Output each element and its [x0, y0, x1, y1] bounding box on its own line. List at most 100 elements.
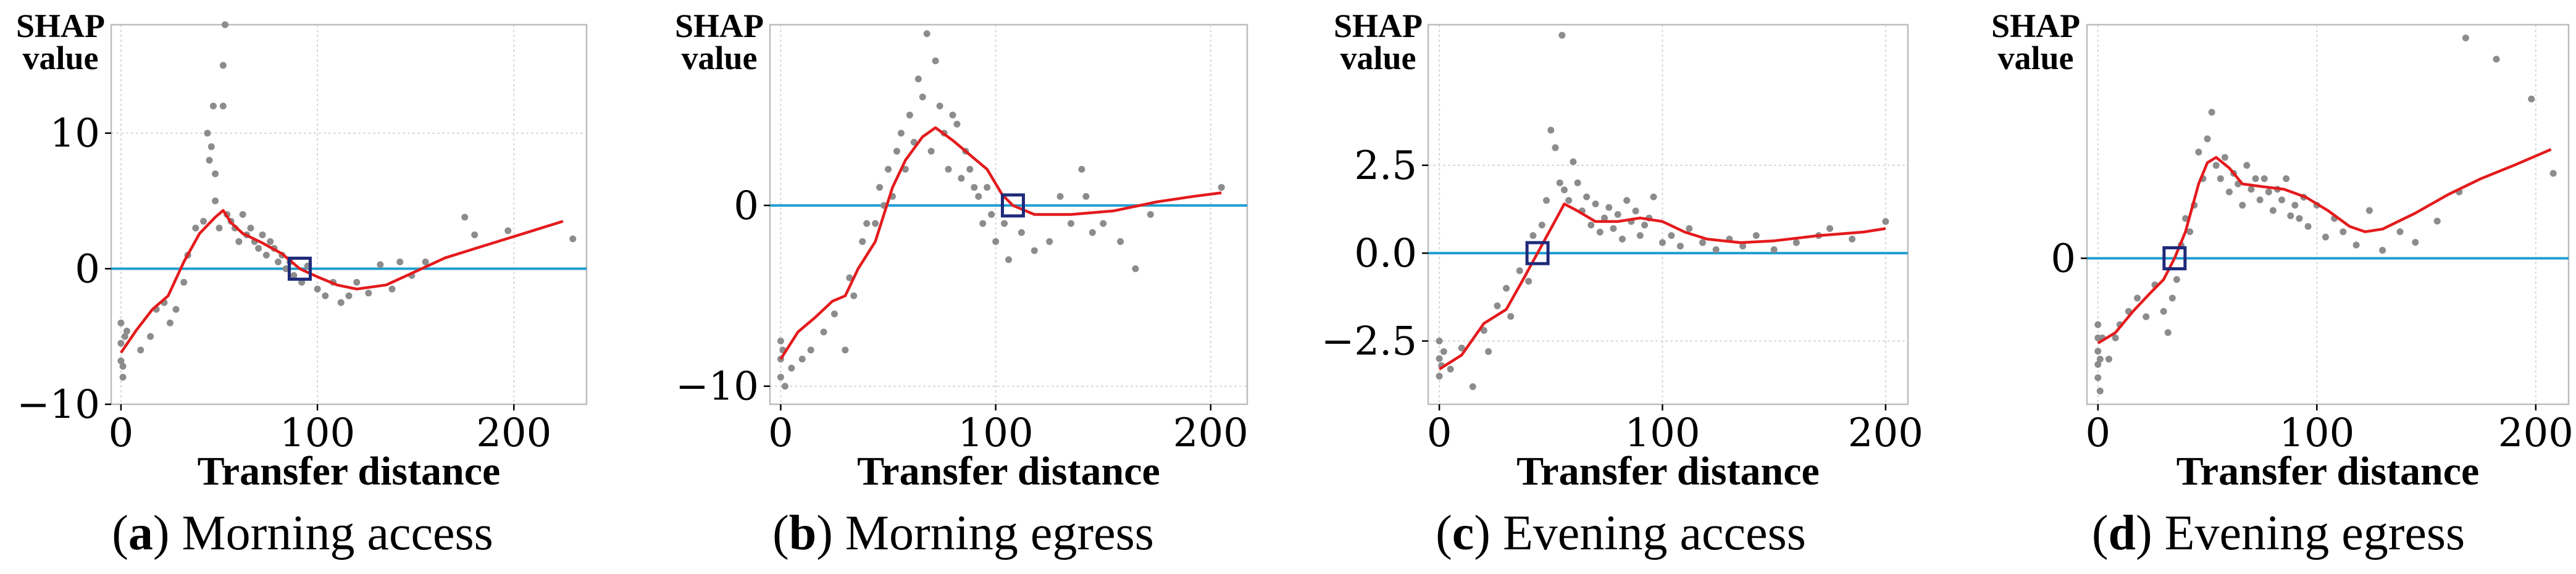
scatter-point — [1570, 158, 1577, 165]
scatter-point — [1485, 348, 1492, 356]
threshold-marker — [2162, 246, 2187, 270]
scatter-point — [927, 148, 935, 155]
x-tick-label: 200 — [1173, 410, 1248, 456]
scatter-point — [2549, 170, 2557, 177]
scatter-point — [282, 265, 290, 272]
x-axis-label: Transfer distance — [857, 449, 1160, 494]
scatter-point — [222, 21, 229, 28]
scatter-point — [1574, 179, 1581, 186]
scatter-point — [2182, 215, 2189, 222]
scatter-point — [2094, 360, 2102, 368]
panel-letter: c — [1452, 506, 1474, 560]
scatter-point — [2212, 162, 2220, 169]
scatter-point — [2379, 247, 2386, 254]
scatter-point — [123, 327, 130, 335]
scatter-point — [958, 175, 965, 182]
scatter-point — [820, 328, 827, 336]
panel-caption: (a) Morning access — [112, 506, 493, 560]
scatter-point — [923, 30, 930, 38]
scatter-point — [953, 120, 961, 128]
scatter-point — [1601, 214, 1608, 222]
trend-line — [2097, 148, 2552, 345]
scatter-point — [219, 102, 227, 110]
scatter-point — [207, 143, 215, 151]
y-tick-label: 0 — [75, 246, 100, 292]
scatter-point — [2269, 207, 2277, 214]
scatter-point — [322, 292, 329, 299]
scatter-point — [267, 238, 274, 245]
scatter-point — [2278, 196, 2286, 204]
scatter-point — [984, 184, 991, 191]
scatter-point — [2096, 387, 2104, 394]
scatter-point — [274, 258, 282, 265]
scatter-point — [1436, 355, 1443, 362]
scatter-point — [777, 338, 784, 344]
scatter-point — [798, 356, 806, 363]
scatter-point — [147, 333, 154, 340]
y-tick-label: −10 — [17, 382, 100, 428]
scatter-point — [1436, 372, 1443, 380]
panel-caption: (d) Evening egress — [2092, 506, 2465, 560]
trend-line — [779, 126, 1222, 360]
scatter-point — [2186, 228, 2194, 235]
y-axis-label: value — [22, 40, 98, 77]
x-tick-label: 0 — [1427, 410, 1452, 456]
scatter-point — [885, 165, 892, 173]
scatter-point — [1605, 204, 1613, 211]
scatter-point — [932, 57, 939, 65]
scatter-point — [204, 130, 211, 137]
scatter-point — [2225, 188, 2233, 196]
scatter-point — [117, 357, 125, 365]
scatter-point — [2462, 35, 2469, 42]
scatter-point — [988, 211, 995, 218]
x-tick-label: 100 — [280, 410, 355, 456]
scatter-point — [2256, 196, 2264, 204]
scatter-point — [945, 165, 952, 173]
scatter-point — [2252, 175, 2259, 182]
scatter-point — [2365, 207, 2373, 214]
scatter-point — [2340, 228, 2347, 235]
scatter-point — [2208, 109, 2215, 116]
x-tick-label: 100 — [2279, 410, 2354, 456]
scatter-point — [1117, 238, 1124, 245]
scatter-point — [1739, 243, 1747, 250]
scatter-point — [971, 184, 978, 191]
scatter-point — [2260, 175, 2268, 182]
scatter-point — [396, 258, 404, 265]
scatter-point — [137, 346, 144, 354]
panel-letter: d — [2108, 506, 2136, 560]
scatter-point — [1770, 246, 1778, 253]
scatter-point — [830, 310, 838, 318]
scatter-point — [200, 217, 207, 225]
panel-title: Morning access — [182, 506, 493, 560]
scatter-point — [1005, 256, 1012, 264]
scatter-point — [1001, 220, 1008, 227]
scatter-point — [1529, 232, 1537, 239]
panel-caption: (c) Evening access — [1436, 506, 1806, 560]
scatter-point — [1686, 225, 1693, 232]
scatter-point — [2173, 276, 2180, 283]
scatter-point — [1826, 225, 1834, 232]
scatter-point — [1082, 193, 1090, 200]
y-axis-label: SHAP — [1334, 7, 1423, 44]
scatter-point — [422, 258, 429, 265]
scatter-point — [215, 224, 223, 231]
scatter-point — [345, 292, 353, 299]
scatter-point — [1849, 235, 1856, 243]
scatter-point — [850, 292, 858, 299]
scatter-point — [1067, 220, 1074, 227]
scatter-point — [2143, 313, 2150, 320]
scatter-point — [893, 148, 900, 155]
scatter-point — [1100, 220, 1107, 227]
scatter-point — [975, 193, 982, 200]
scatter-point — [1610, 225, 1617, 232]
x-axis-label: Transfer distance — [2177, 449, 2480, 494]
scatter-point — [992, 238, 1000, 245]
scatter-point — [2204, 135, 2211, 143]
scatter-point — [119, 373, 127, 381]
scatter-point — [2195, 148, 2202, 156]
scatter-point — [979, 220, 987, 227]
scatter-point — [2160, 307, 2167, 315]
scatter-point — [1587, 222, 1595, 229]
scatter-point — [901, 165, 909, 173]
